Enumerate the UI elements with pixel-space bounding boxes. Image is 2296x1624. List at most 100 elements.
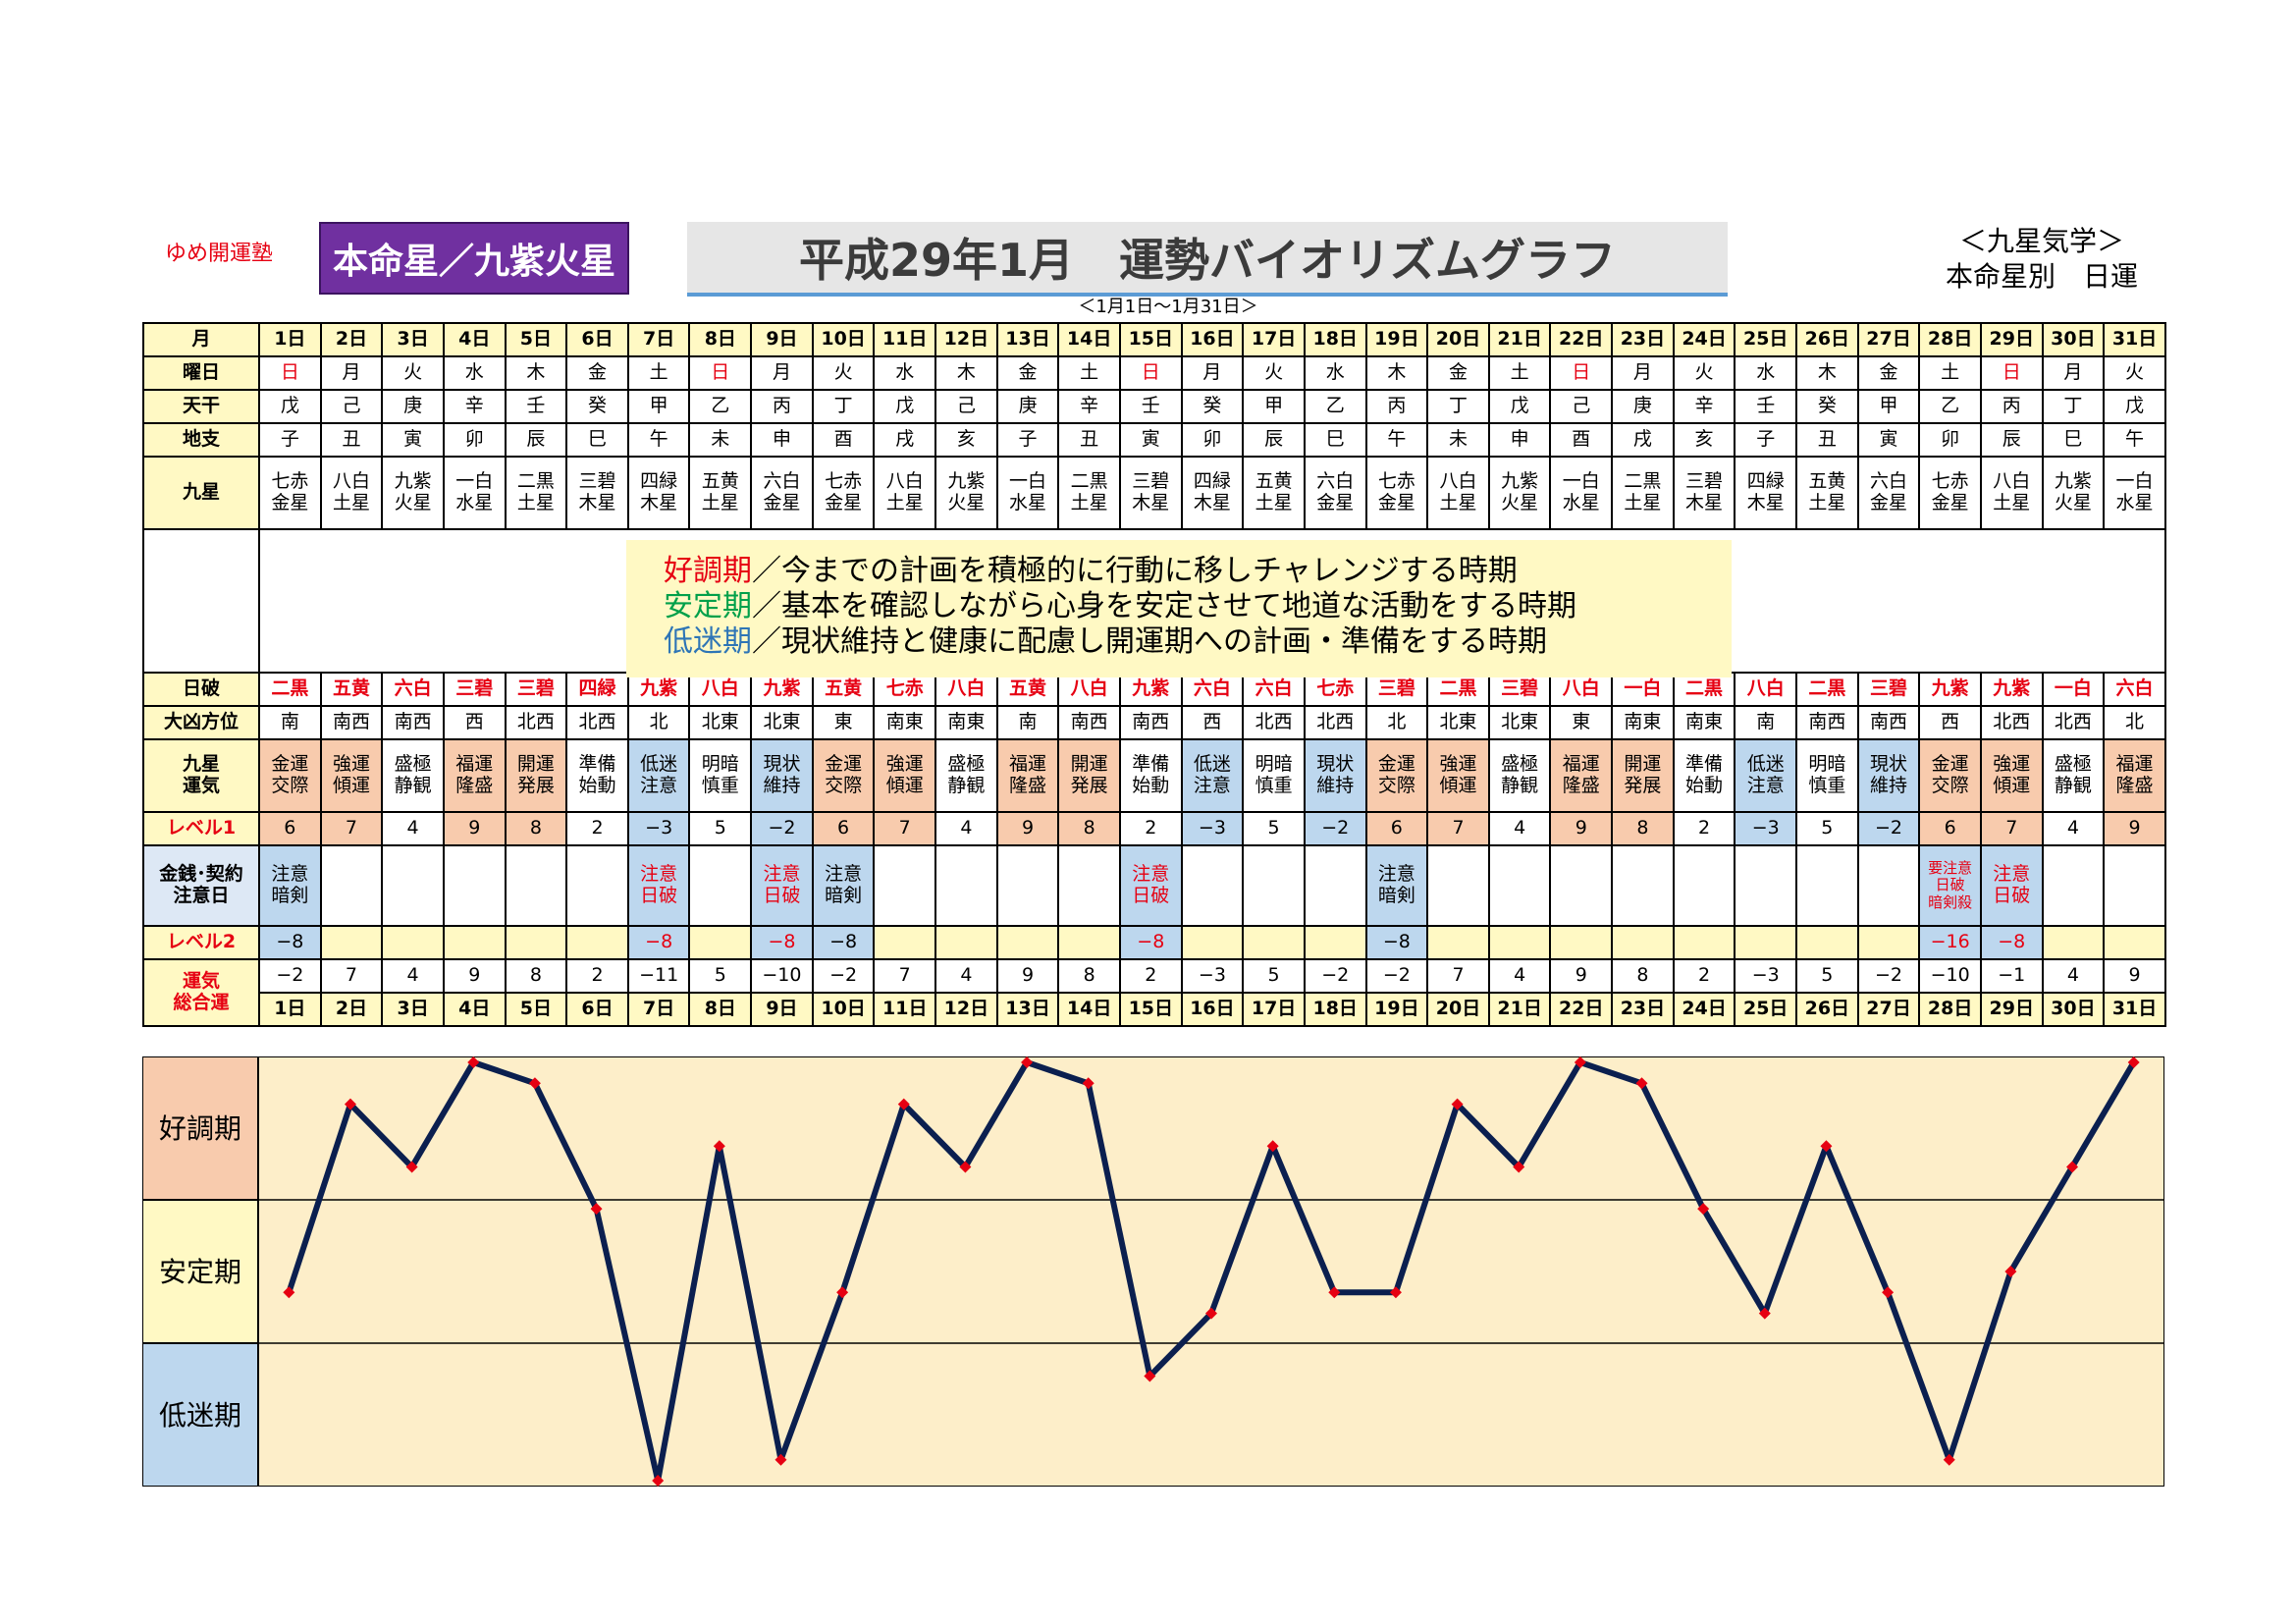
chishi-cell: 丑 <box>319 422 384 458</box>
kyusei-cell: 四緑 木星 <box>626 456 691 530</box>
nichiha-cell: 九紫 <box>750 672 814 707</box>
unki-cell: 福運 隆盛 <box>1549 738 1614 813</box>
nichiha-cell: 二黒 <box>1426 672 1490 707</box>
money-cell: 注意 暗剣 <box>258 844 322 927</box>
unki-cell: 福運 隆盛 <box>442 738 507 813</box>
day-footer-cell: 14日 <box>1057 992 1121 1027</box>
day-footer-cell: 24日 <box>1672 992 1736 1027</box>
biorhythm-chart: 好調期 安定期 低迷期 <box>141 1056 2165 1490</box>
legend-item: 好調期／今までの計画を積極的に行動に移しチャレンジする時期 <box>664 554 1732 589</box>
tenkan-cell: 丁 <box>1426 389 1490 424</box>
level2-cell <box>1549 925 1614 960</box>
nichiha-cell: 八白 <box>1549 672 1614 707</box>
tenkan-cell: 癸 <box>1180 389 1245 424</box>
kyusei-cell: 七赤 金星 <box>1364 456 1429 530</box>
level1-cell: 7 <box>1426 811 1490 846</box>
page-title: 平成29年1月 運勢バイオリズムグラフ <box>687 222 1728 297</box>
band-label: 安定期 <box>159 1256 241 1288</box>
unki-cell: 現状 維持 <box>1303 738 1367 813</box>
kyusei-cell: 六白 金星 <box>1303 456 1367 530</box>
level1-cell: 7 <box>319 811 384 846</box>
unki-cell: 低迷 注意 <box>1734 738 1798 813</box>
unki-cell: 明暗 慎重 <box>688 738 753 813</box>
nichiha-cell: 九紫 <box>626 672 691 707</box>
weekday-cell: 土 <box>1487 355 1552 391</box>
day-footer-cell: 10日 <box>811 992 876 1027</box>
chishi-cell: 酉 <box>811 422 876 458</box>
level1-cell: 5 <box>1795 811 1859 846</box>
daikyo-cell: 南西 <box>1795 705 1859 740</box>
weekday-cell: 月 <box>2041 355 2106 391</box>
tenkan-cell: 庚 <box>1611 389 1675 424</box>
unki-cell: 強運 傾運 <box>873 738 937 813</box>
legend-desc: ／今までの計画を積極的に行動に移しチャレンジする時期 <box>752 554 1518 588</box>
tenkan-cell: 戊 <box>873 389 937 424</box>
month-cell: 2日 <box>319 322 384 357</box>
kyusei-cell: 五黄 土星 <box>688 456 753 530</box>
weekday-cell: 水 <box>442 355 507 391</box>
kyusei-cell: 一白 水星 <box>1549 456 1614 530</box>
month-cell: 8日 <box>688 322 753 357</box>
daikyo-cell: 西 <box>442 705 507 740</box>
kyusei-cell: 三碧 木星 <box>1672 456 1736 530</box>
chishi-cell: 午 <box>2103 422 2166 458</box>
kyusei-cell: 六白 金星 <box>750 456 814 530</box>
level1-cell: 6 <box>1918 811 1982 846</box>
kyusei-cell: 九紫 火星 <box>1487 456 1552 530</box>
data-point <box>1389 1286 1402 1299</box>
money-cell <box>1426 844 1490 927</box>
weekday-cell: 木 <box>1795 355 1859 391</box>
kyusei-cell: 二黒 土星 <box>504 456 568 530</box>
tenkan-cell: 壬 <box>1118 389 1183 424</box>
weekday-cell: 火 <box>811 355 876 391</box>
day-footer-cell: 29日 <box>1979 992 2044 1027</box>
level2-cell: −8 <box>258 925 322 960</box>
kyusei-cell: 六白 金星 <box>1856 456 1921 530</box>
total-cell: 9 <box>1549 958 1614 994</box>
level2-cell <box>565 925 629 960</box>
data-point <box>528 1077 541 1090</box>
month-cell: 28日 <box>1918 322 1982 357</box>
month-cell: 26日 <box>1795 322 1859 357</box>
legend-term: 低迷期 <box>664 624 752 659</box>
kyusei-cell: 八白 土星 <box>319 456 384 530</box>
day-footer-cell: 8日 <box>688 992 753 1027</box>
month-cell: 5日 <box>504 322 568 357</box>
day-footer-cell: 2日 <box>319 992 384 1027</box>
money-cell <box>1549 844 1614 927</box>
total-cell: 8 <box>1057 958 1121 994</box>
money-cell: 注意 日破 <box>626 844 691 927</box>
tenkan-cell: 丙 <box>750 389 814 424</box>
level2-cell <box>1795 925 1859 960</box>
month-cell: 1日 <box>258 322 322 357</box>
nichiha-cell: 五黄 <box>319 672 384 707</box>
weekday-cell: 土 <box>1057 355 1121 391</box>
total-cell: −2 <box>1364 958 1429 994</box>
total-cell: 2 <box>1118 958 1183 994</box>
band-label-cell <box>141 1342 259 1488</box>
total-cell: 9 <box>442 958 507 994</box>
chishi-cell: 未 <box>1426 422 1490 458</box>
level2-cell <box>1487 925 1552 960</box>
unki-cell: 準備 始動 <box>1118 738 1183 813</box>
money-cell <box>873 844 937 927</box>
row-label-tenkan: 天干 <box>142 389 260 424</box>
row-label-month: 月 <box>142 322 260 357</box>
honmei-star-badge: 本命星／九紫火星 <box>319 222 629 295</box>
unki-cell: 現状 維持 <box>1856 738 1921 813</box>
kyusei-cell: 三碧 木星 <box>1118 456 1183 530</box>
nichiha-cell: 六白 <box>2103 672 2166 707</box>
row-label-unki: 九星 運気 <box>142 738 260 813</box>
level1-cell: 9 <box>1549 811 1614 846</box>
day-footer-cell: 17日 <box>1242 992 1306 1027</box>
unki-cell: 盛極 静観 <box>2041 738 2106 813</box>
daikyo-cell: 北西 <box>565 705 629 740</box>
row-label-weekday: 曜日 <box>142 355 260 391</box>
total-cell: 7 <box>873 958 937 994</box>
tenkan-cell: 癸 <box>565 389 629 424</box>
level1-cell: 4 <box>934 811 998 846</box>
day-footer-cell: 4日 <box>442 992 507 1027</box>
kyusei-cell: 五黄 土星 <box>1242 456 1306 530</box>
level1-cell: 9 <box>2103 811 2166 846</box>
